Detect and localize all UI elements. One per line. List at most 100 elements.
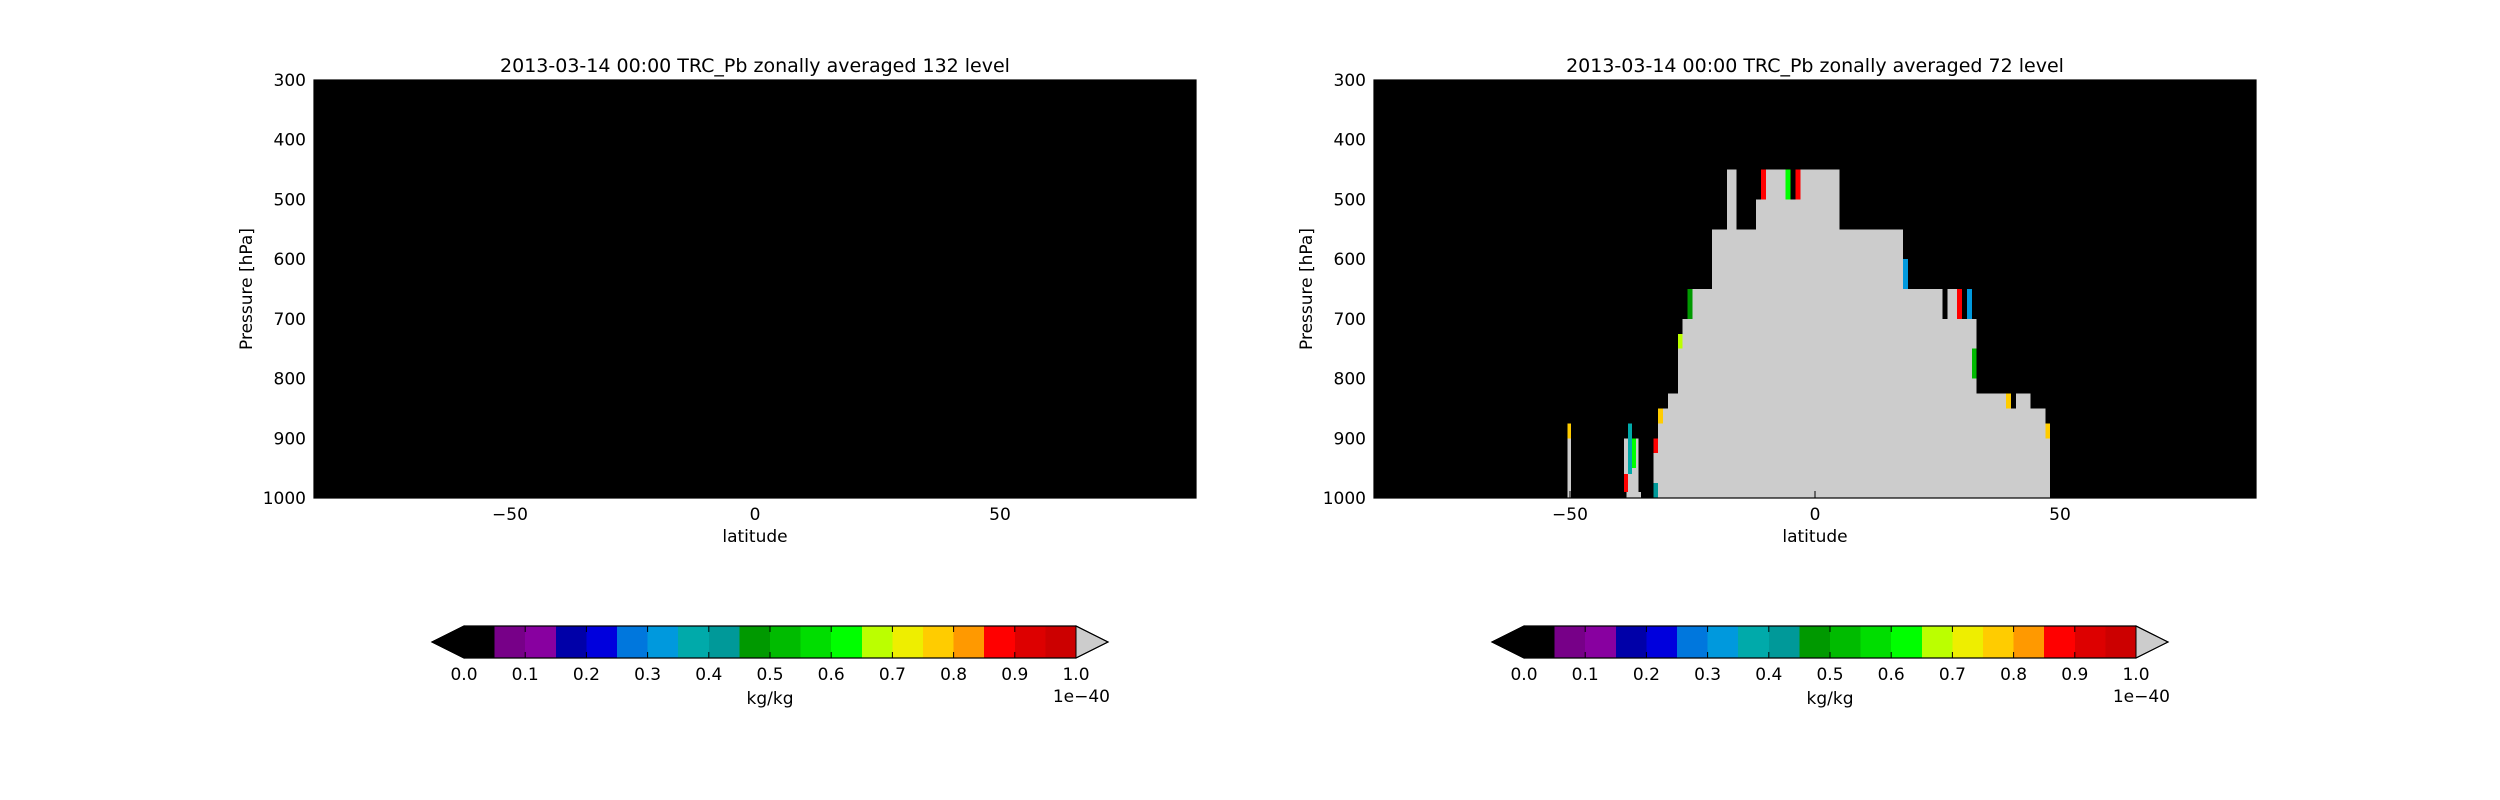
colorbar-tick-label: 0.8 — [2000, 665, 2027, 685]
colorbar-segment — [1707, 626, 1739, 658]
data-cell — [1942, 318, 1948, 498]
x-tick-label: −50 — [1552, 505, 1588, 525]
y-tick-label: 700 — [1334, 310, 1366, 330]
colorbar-segment — [861, 626, 893, 658]
data-cell — [1756, 199, 1762, 498]
data-cell — [1626, 492, 1642, 498]
colorbar-tick-label: 0.3 — [634, 665, 661, 685]
data-cell — [2011, 408, 2016, 498]
colorbar-segment — [1768, 626, 1800, 658]
colorbar-tick-label: 0.0 — [1510, 665, 1537, 685]
data-cell — [1976, 393, 2007, 498]
data-cell — [1785, 169, 1791, 200]
colorbar-segment — [892, 626, 924, 658]
data-cell — [1712, 229, 1727, 499]
colorbar-segment — [1952, 626, 1984, 658]
data-cell — [2045, 423, 2051, 498]
colorbar-segment — [831, 626, 863, 658]
colorbar-segment — [1677, 626, 1709, 658]
colorbar-segment — [739, 626, 771, 658]
colorbar-label: kg/kg — [1807, 689, 1854, 709]
data-cell — [1736, 229, 1757, 499]
data-cell — [1908, 289, 1943, 498]
data-cell — [1971, 348, 1977, 379]
colorbar-segment — [1646, 626, 1678, 658]
colorbar-tick-label: 0.1 — [512, 665, 539, 685]
colorbar-tick-label: 0.2 — [573, 665, 600, 685]
chart-title: 2013-03-14 00:00 TRC_Pb zonally averaged… — [1566, 55, 2064, 77]
data-cell — [1957, 289, 1962, 498]
x-axis-label: latitude — [1782, 527, 1847, 547]
colorbar-segment — [2105, 626, 2137, 658]
plot-area — [314, 80, 1196, 498]
data-cell — [1903, 259, 1909, 498]
data-cell — [1682, 318, 1688, 498]
colorbar-segment — [1983, 626, 2015, 658]
data-cell — [2015, 393, 2031, 498]
colorbar-tick-label: 0.9 — [2061, 665, 2088, 685]
data-cell — [1653, 438, 1659, 484]
colorbar-tick-label: 0.4 — [695, 665, 722, 685]
data-cell — [1653, 483, 1659, 498]
data-cell — [2006, 393, 2011, 409]
data-cell — [1677, 333, 1683, 349]
data-cell — [1947, 289, 1958, 498]
x-tick-label: 50 — [2049, 505, 2071, 525]
data-cell — [1567, 423, 1571, 498]
data-cell — [1903, 259, 1909, 289]
x-tick-label: 50 — [989, 505, 1011, 525]
colorbar-segment — [1045, 626, 1077, 658]
y-tick-label: 700 — [274, 310, 306, 330]
colorbar-segment — [647, 626, 679, 658]
colorbar-segment — [555, 626, 587, 658]
colorbar-tick-label: 0.4 — [1755, 665, 1782, 685]
colorbar-tick-label: 0.0 — [450, 665, 477, 685]
data-cell — [2006, 393, 2011, 498]
chart-level-72: 2013-03-14 00:00 TRC_Pb zonally averaged… — [1297, 55, 2257, 709]
y-tick-label: 300 — [1334, 71, 1366, 91]
colorbar-segment — [525, 626, 557, 658]
data-cell — [1627, 423, 1633, 475]
colorbar-tick-label: 0.2 — [1633, 665, 1660, 685]
colorbar-segment — [1891, 626, 1923, 658]
data-cell — [1658, 408, 1664, 424]
data-cell — [1726, 169, 1737, 498]
colorbar-segment — [1615, 626, 1647, 658]
data-cell — [1623, 474, 1628, 493]
colorbar-segment — [1799, 626, 1831, 658]
x-tick-label: −50 — [492, 505, 528, 525]
y-tick-label: 500 — [1334, 190, 1366, 210]
data-cell — [1839, 229, 1904, 499]
colorbar-tick-label: 0.3 — [1694, 665, 1721, 685]
colorbar-segment — [1830, 626, 1862, 658]
chart-level-132: 2013-03-14 00:00 TRC_Pb zonally averaged… — [237, 55, 1197, 709]
data-cell — [1962, 318, 1967, 498]
data-cell — [1766, 169, 1786, 498]
data-cell — [1966, 289, 1972, 319]
colorbar-segment — [617, 626, 649, 658]
colorbar-under-extend — [1490, 625, 1525, 659]
x-tick-label: 0 — [750, 505, 761, 525]
data-cell — [1795, 169, 1801, 200]
data-cell — [1632, 438, 1637, 469]
data-cell — [1668, 393, 1678, 498]
data-cell — [2045, 423, 2051, 439]
data-cell — [1790, 199, 1796, 498]
data-cell — [1761, 169, 1766, 200]
data-cell — [1692, 289, 1713, 498]
data-cell — [1687, 289, 1693, 319]
y-tick-label: 600 — [1334, 250, 1366, 270]
data-cell — [1653, 438, 1659, 454]
y-axis-label: Pressure [hPa] — [237, 228, 257, 350]
data-cell — [2030, 408, 2046, 498]
y-tick-label: 600 — [274, 250, 306, 270]
data-cell — [1677, 333, 1683, 498]
y-axis-label: Pressure [hPa] — [1297, 228, 1317, 350]
colorbar-tick-label: 0.7 — [879, 665, 906, 685]
data-cell — [1567, 423, 1571, 439]
colorbar-under-extend — [430, 625, 465, 659]
colorbar-tick-label: 0.6 — [1878, 665, 1905, 685]
y-tick-label: 900 — [1334, 429, 1366, 449]
data-cell — [1966, 289, 1972, 498]
